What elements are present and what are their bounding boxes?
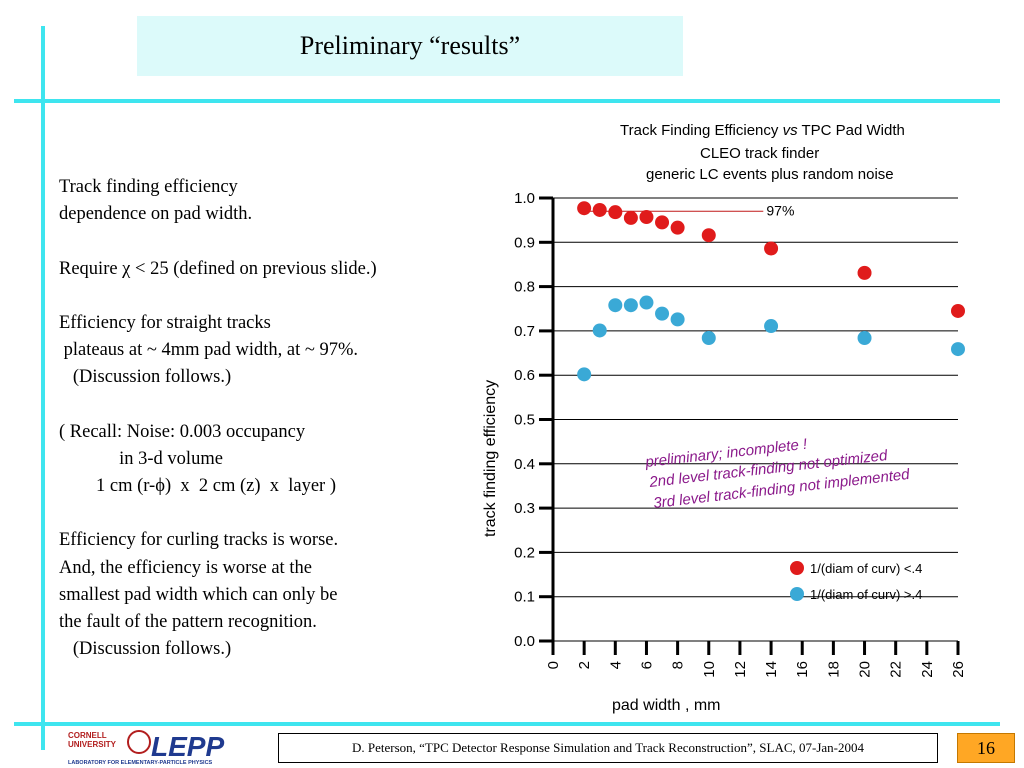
x-tick-label: 4 (607, 661, 624, 669)
data-point (951, 342, 965, 357)
logo-university-line1: CORNELL (68, 731, 107, 740)
x-tick-label: 22 (888, 661, 905, 678)
reference-label: 97% (766, 202, 794, 218)
slide-title-box: Preliminary “results” (137, 16, 683, 76)
x-tick-label: 0 (545, 661, 562, 669)
data-point (623, 210, 638, 225)
logo-emblem-icon (127, 730, 151, 754)
data-point (764, 319, 779, 334)
footer-citation: D. Peterson, “TPC Detector Response Simu… (278, 733, 938, 763)
body-line: in 3-d volume (59, 448, 223, 469)
x-tick-label: 2 (576, 661, 593, 669)
legend-label: 1/(diam of curv) <.4 (810, 561, 922, 576)
x-tick-label: 24 (919, 661, 936, 678)
data-point (701, 330, 716, 345)
data-point (577, 201, 592, 216)
body-line (59, 283, 459, 310)
y-tick-label: 0.3 (514, 500, 535, 517)
y-tick-label: 0.9 (514, 234, 535, 251)
x-axis-label: pad width , mm (612, 697, 720, 714)
slide-body-text: Track finding efficiency dependence on pa… (59, 174, 459, 663)
y-tick-label: 0.6 (514, 367, 535, 384)
logo-wordmark: LEPP (151, 731, 224, 762)
y-tick-label: 0.5 (514, 412, 535, 429)
logo-university-line2: UNIVERSITY (68, 740, 117, 749)
chart-subtitle: CLEO track finder (700, 145, 819, 162)
body-line: dependence on pad width. (59, 204, 253, 225)
legend-label: 1/(diam of curv) >.4 (810, 587, 922, 602)
data-point (592, 323, 607, 338)
accent-vertical-rule (41, 26, 45, 750)
data-point (764, 241, 779, 256)
accent-bottom-rule (14, 722, 1000, 726)
data-point (701, 228, 716, 243)
y-tick-label: 0.8 (514, 279, 535, 296)
data-point (670, 220, 685, 235)
data-point (670, 312, 685, 327)
chart-title-part: Track Finding Efficiency (620, 122, 783, 139)
chart-title-part: vs (783, 122, 799, 139)
data-point (592, 202, 607, 217)
body-line: plateaus at ~ 4mm pad width, at ~ 97%. (59, 340, 358, 361)
data-point (951, 303, 965, 318)
data-point (655, 215, 670, 230)
data-point (608, 298, 623, 313)
legend-marker (790, 561, 804, 575)
body-line (59, 228, 459, 255)
x-tick-label: 12 (732, 661, 749, 678)
body-line: 1 cm (r-ϕ) x 2 cm (z) x layer ) (59, 476, 337, 497)
logo-subtitle: LABORATORY FOR ELEMENTARY-PARTICLE PHYSI… (68, 760, 213, 766)
y-tick-label: 0.4 (514, 456, 535, 473)
chart-title: Track Finding Efficiency vs TPC Pad Widt… (620, 122, 905, 139)
data-point (639, 210, 654, 225)
data-point (639, 295, 654, 310)
y-tick-label: 0.2 (514, 544, 535, 561)
x-tick-label: 10 (701, 661, 718, 678)
data-point (623, 298, 638, 313)
page-number-badge: 16 (957, 733, 1015, 763)
footer-text: D. Peterson, “TPC Detector Response Simu… (352, 740, 864, 755)
body-line (59, 392, 459, 419)
x-tick-label: 14 (763, 661, 780, 678)
body-line: (Discussion follows.) (59, 367, 232, 388)
y-tick-label: 0.0 (514, 633, 535, 650)
body-line (59, 500, 459, 527)
data-point (857, 265, 872, 280)
y-tick-label: 1.0 (514, 190, 535, 207)
accent-top-rule (14, 99, 1000, 103)
y-axis-label: track finding efficiency (482, 380, 499, 537)
body-line: Track finding efficiency (59, 177, 238, 197)
chart-title-part: TPC Pad Width (798, 122, 905, 139)
lepp-logo: CORNELL UNIVERSITY LEPP LABORATORY FOR E… (68, 730, 224, 766)
efficiency-chart: Track Finding Efficiency vs TPC Pad Widt… (482, 122, 967, 714)
data-point (655, 306, 670, 321)
legend-marker (790, 587, 804, 601)
slide-title: Preliminary “results” (299, 31, 521, 60)
x-tick-label: 18 (825, 661, 842, 678)
x-tick-label: 26 (950, 661, 967, 678)
chart-subtitle: generic LC events plus random noise (646, 166, 894, 183)
x-tick-label: 6 (638, 661, 655, 669)
body-line: the fault of the pattern recognition. (59, 612, 317, 632)
body-line: Efficiency for curling tracks is worse. (59, 530, 339, 551)
data-point (608, 205, 623, 220)
data-point (577, 367, 592, 382)
y-tick-label: 0.7 (514, 323, 535, 340)
y-tick-label: 0.1 (514, 589, 535, 606)
x-tick-label: 16 (794, 661, 811, 678)
x-tick-label: 8 (670, 661, 687, 669)
body-line: (Discussion follows.) (59, 639, 232, 660)
body-line: Require χ < 25 (defined on previous slid… (59, 258, 377, 279)
body-line: Efficiency for straight tracks (59, 312, 271, 333)
data-point (857, 330, 872, 345)
body-line: smallest pad width which can only be (59, 584, 338, 605)
body-line: ( Recall: Noise: 0.003 occupancy (59, 421, 306, 442)
body-line: And, the efficiency is worse at the (59, 557, 312, 578)
page-number: 16 (977, 737, 995, 758)
x-tick-label: 20 (857, 661, 874, 678)
